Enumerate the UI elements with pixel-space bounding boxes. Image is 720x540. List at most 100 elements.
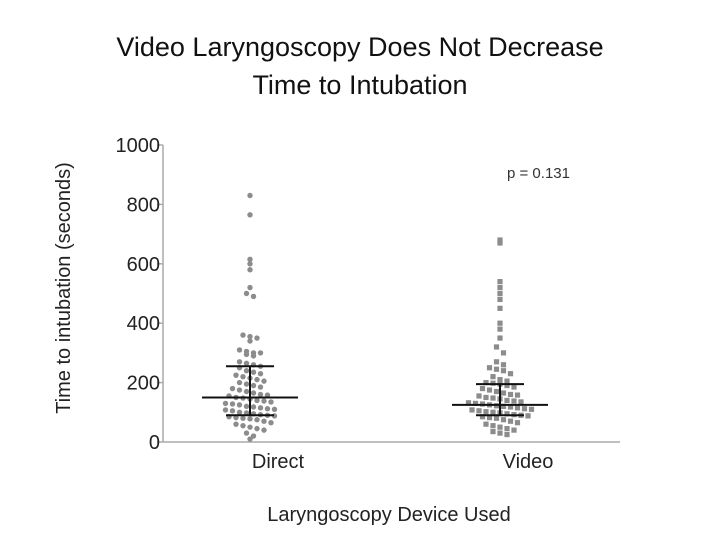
data-point	[497, 237, 503, 243]
data-point	[236, 347, 243, 353]
data-point	[250, 382, 257, 389]
data-point	[243, 403, 250, 410]
data-point	[479, 385, 486, 392]
data-point	[514, 420, 521, 426]
data-point	[257, 370, 264, 377]
data-point	[257, 391, 264, 398]
data-point	[240, 415, 246, 421]
data-point	[261, 418, 267, 424]
axes: 0 200 400 600 800 1000 Direct Video	[116, 135, 620, 473]
data-point	[247, 284, 253, 291]
data-point	[497, 320, 503, 326]
y-tick-label: 200	[127, 373, 160, 395]
data-point	[472, 400, 479, 406]
data-point	[250, 293, 257, 300]
data-point	[243, 388, 250, 395]
data-point	[469, 407, 475, 413]
data-point	[250, 404, 257, 410]
data-point	[483, 421, 489, 427]
data-point	[497, 377, 503, 383]
data-point	[486, 387, 493, 393]
y-tick-label: 400	[127, 313, 160, 335]
data-point	[518, 399, 524, 405]
y-tick-label: 600	[127, 254, 160, 276]
data-point	[257, 350, 264, 356]
data-point	[268, 399, 274, 405]
data-point	[511, 384, 517, 390]
data-point	[247, 261, 253, 267]
data-point	[504, 378, 510, 384]
x-category-label: Video	[503, 451, 554, 473]
data-point	[236, 402, 243, 408]
data-point	[243, 290, 250, 297]
data-point	[236, 409, 243, 415]
data-point	[490, 409, 496, 415]
data-point	[497, 326, 503, 332]
data-point	[483, 380, 489, 386]
data-point	[490, 429, 496, 435]
data-point	[233, 414, 239, 421]
data-point	[243, 351, 250, 358]
data-point	[236, 359, 243, 365]
data-point	[511, 398, 517, 404]
data-point	[222, 400, 229, 407]
data-point	[511, 427, 517, 433]
data-point	[493, 388, 500, 395]
data-point	[504, 426, 510, 432]
data-point	[500, 368, 507, 374]
data-point	[507, 391, 514, 398]
data-point	[497, 240, 503, 246]
data-point	[243, 360, 250, 366]
chart-title-line-2: Time to Intubation	[252, 70, 468, 100]
data-point	[240, 422, 246, 429]
data-point	[233, 372, 239, 378]
data-point	[247, 212, 253, 218]
x-category-label: Direct	[252, 451, 305, 473]
data-point	[500, 362, 507, 368]
data-point	[243, 410, 250, 416]
data-point	[500, 417, 507, 423]
data-point	[507, 371, 514, 377]
data-point	[497, 284, 503, 291]
data-point	[465, 400, 472, 406]
data-point	[476, 393, 482, 399]
data-point	[507, 404, 514, 410]
data-point	[493, 366, 500, 372]
data-point	[229, 401, 236, 407]
data-point	[521, 406, 528, 412]
data-point	[500, 390, 507, 396]
data-point	[486, 365, 493, 371]
y-tick-label: 800	[127, 194, 160, 216]
data-point	[528, 406, 535, 412]
data-point	[247, 424, 253, 430]
data-point	[493, 344, 500, 350]
data-point	[254, 425, 260, 432]
data-point	[254, 335, 260, 341]
data-point	[243, 368, 250, 374]
data-point	[233, 421, 239, 427]
data-point	[268, 419, 274, 426]
data-point	[476, 408, 482, 414]
data-point	[261, 427, 267, 433]
data-point	[247, 436, 253, 442]
data-point	[236, 379, 243, 386]
data-point	[229, 385, 236, 392]
data-point	[264, 392, 271, 398]
data-point	[497, 279, 503, 285]
data-point	[247, 256, 253, 263]
data-point	[504, 411, 510, 417]
data-point	[500, 350, 507, 356]
data-point	[479, 414, 486, 420]
data-point	[243, 381, 250, 387]
data-point	[493, 415, 500, 421]
y-axis-label: Time to intubation (seconds)	[53, 162, 75, 414]
data-point	[483, 409, 489, 415]
data-point	[247, 192, 253, 199]
data-point	[490, 374, 496, 380]
data-point	[236, 387, 243, 393]
data-point	[497, 430, 503, 436]
data-point	[483, 394, 489, 401]
data-point	[497, 305, 503, 311]
data-point	[497, 335, 503, 341]
